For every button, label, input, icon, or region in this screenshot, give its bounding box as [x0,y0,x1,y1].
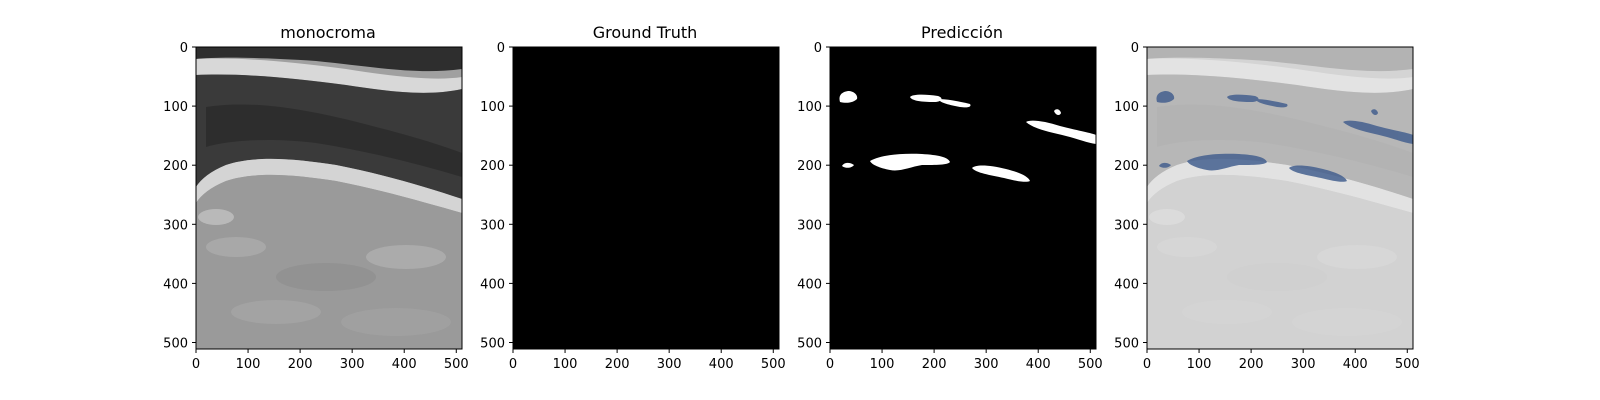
axes-frame [512,46,780,350]
x-tick-label: 500 [761,357,786,372]
x-tick-label: 400 [392,357,417,372]
panel-title: monocroma [280,23,376,42]
region-7 [870,153,950,171]
x-tick-label: 0 [1143,357,1151,372]
x-axis: 0 100 200 300 400 500 [1143,349,1420,372]
y-tick-label: 200 [797,159,822,174]
x-axis: 0 100 200 300 400 500 [509,349,786,372]
image-monochrome [196,47,462,349]
x-tick-label: 200 [288,357,313,372]
x-tick-label: 200 [1239,357,1264,372]
panel-monocroma: monocroma 0 100 200 300 400 500 0 100 200 300 400… [163,23,469,372]
region-4 [1054,109,1061,116]
y-tick-label: 300 [480,218,505,233]
y-tick-label: 500 [797,336,822,351]
x-tick-label: 500 [1078,357,1103,372]
y-tick-label: 100 [163,100,188,115]
x-tick-label: 300 [1291,357,1316,372]
y-tick-label: 200 [1114,159,1139,174]
x-tick-label: 100 [1187,357,1212,372]
region-5 [1026,120,1096,144]
y-tick-label: 100 [1114,100,1139,115]
y-tick-label: 100 [480,100,505,115]
y-tick-label: 300 [163,218,188,233]
region-2 [910,94,942,102]
x-tick-label: 200 [922,357,947,372]
prediction-regions [839,91,1096,182]
y-tick-label: 0 [814,41,822,56]
y-tick-label: 100 [797,100,822,115]
x-tick-label: 200 [605,357,630,372]
y-tick-label: 400 [480,277,505,292]
y-tick-label: 300 [797,218,822,233]
panel-overlay: 0 100 200 300 400 500 0 100 200 300 400 500 [1114,41,1420,372]
y-tick-label: 500 [1114,336,1139,351]
x-tick-label: 0 [826,357,834,372]
image-ground-truth-mask [513,47,779,349]
axes-frame [1146,46,1414,350]
x-tick-label: 100 [553,357,578,372]
x-tick-label: 400 [1026,357,1051,372]
x-tick-label: 300 [340,357,365,372]
panel-title: Predicción [921,23,1003,42]
region-3 [938,99,971,108]
panel-title: Ground Truth [593,23,698,42]
y-tick-label: 0 [180,41,188,56]
x-axis: 0 100 200 300 400 500 [826,349,1103,372]
panel-prediccion: Predicción 0 100 200 300 400 500 0 100 200 300 40… [797,23,1103,372]
axes-frame [829,46,1097,350]
y-tick-label: 400 [1114,277,1139,292]
y-tick-label: 200 [163,159,188,174]
y-tick-label: 500 [480,336,505,351]
x-tick-label: 0 [192,357,200,372]
x-tick-label: 400 [709,357,734,372]
y-axis: 0 100 200 300 400 500 [163,41,196,351]
x-tick-label: 300 [657,357,682,372]
y-tick-label: 400 [797,277,822,292]
x-tick-label: 500 [444,357,469,372]
x-tick-label: 500 [1395,357,1420,372]
axes-frame [195,46,463,350]
y-axis: 0 100 200 300 400 500 [797,41,830,351]
region-1 [839,91,858,103]
x-axis: 0 100 200 300 400 500 [192,349,469,372]
x-tick-label: 100 [236,357,261,372]
x-tick-label: 0 [509,357,517,372]
overlay-regions [1156,91,1413,182]
region-6 [842,162,854,168]
x-tick-label: 100 [870,357,895,372]
y-axis: 0 100 200 300 400 500 [1114,41,1147,351]
region-8 [972,165,1030,182]
panel-ground-truth: Ground Truth 0 100 200 300 400 500 0 100 200 300… [480,23,786,372]
y-tick-label: 200 [480,159,505,174]
y-tick-label: 0 [497,41,505,56]
x-tick-label: 300 [974,357,999,372]
y-tick-label: 500 [163,336,188,351]
y-tick-label: 400 [163,277,188,292]
y-tick-label: 0 [1131,41,1139,56]
image-overlay [1147,47,1413,349]
y-tick-label: 300 [1114,218,1139,233]
y-axis: 0 100 200 300 400 500 [480,41,513,351]
image-prediction-mask [830,47,1096,349]
x-tick-label: 400 [1343,357,1368,372]
